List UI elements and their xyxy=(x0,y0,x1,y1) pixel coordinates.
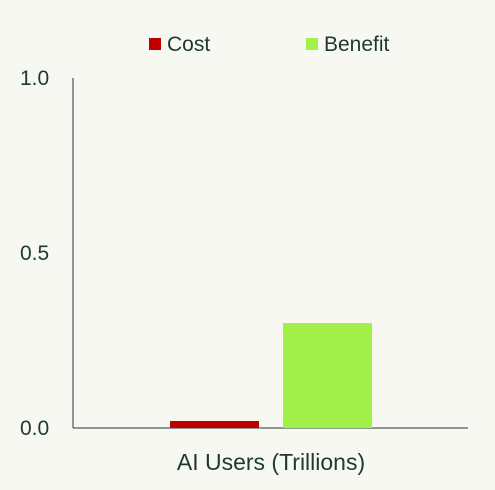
bar-benefit xyxy=(283,323,372,428)
bar-cost xyxy=(170,421,259,428)
legend-swatch-cost xyxy=(149,38,161,50)
legend-swatch-benefit xyxy=(306,38,318,50)
y-tick-label: 0.0 xyxy=(20,417,49,440)
y-axis-ticks: 0.0 0.5 1.0 xyxy=(20,67,49,440)
chart-legend: Cost Benefit xyxy=(149,33,390,56)
legend-label-cost: Cost xyxy=(167,33,210,56)
y-tick-label: 0.5 xyxy=(20,242,49,265)
bars xyxy=(170,323,372,428)
x-axis-label: AI Users (Trillions) xyxy=(177,449,365,475)
legend-label-benefit: Benefit xyxy=(324,33,390,56)
y-tick-label: 1.0 xyxy=(20,67,49,90)
